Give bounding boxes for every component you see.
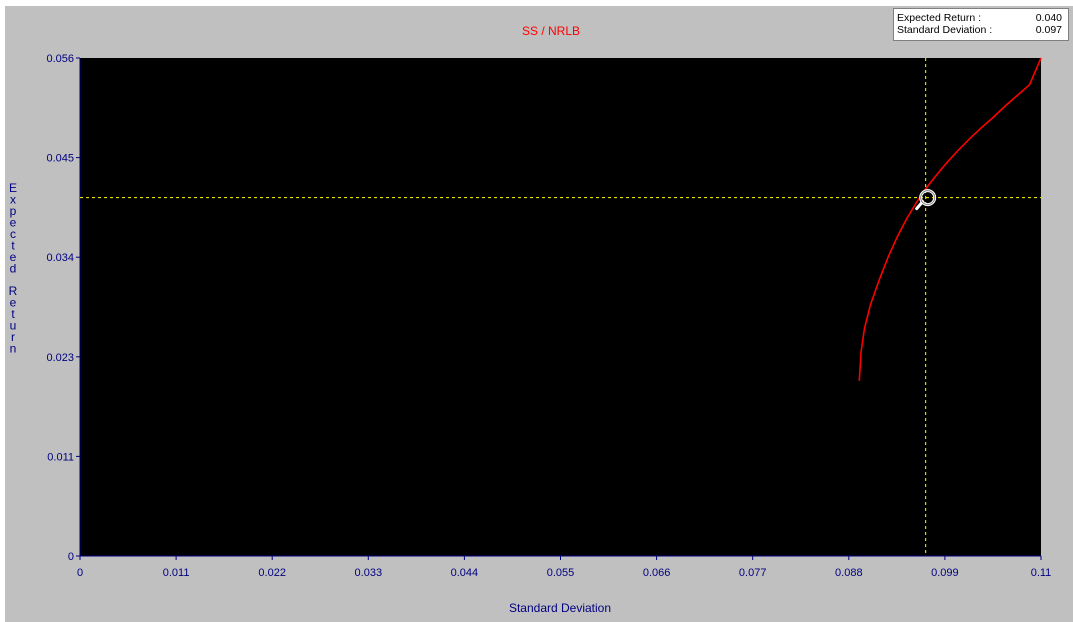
std-dev-label: Standard Deviation :: [897, 24, 993, 36]
readout-row-expected-return: Expected Return : 0.040: [897, 12, 1062, 24]
y-axis-title-letter: p: [10, 204, 17, 218]
y-axis-title-letter: t: [11, 239, 15, 253]
x-tick-label: 0.099: [931, 567, 959, 579]
axes: 0 0.011 0.022 0.033 0.044 0.055 0.066 0.077 0.08…: [46, 53, 1051, 579]
readout-row-std-dev: Standard Deviation : 0.097: [897, 24, 1062, 36]
x-axis-title: Standard Deviation: [509, 601, 611, 615]
x-tick-label: 0.11: [1031, 567, 1052, 579]
x-tick-label: 0.055: [547, 567, 575, 579]
y-axis-title-letter: R: [9, 284, 18, 298]
y-axis-title-letter: e: [10, 216, 17, 230]
y-axis-title-letter: r: [11, 330, 15, 344]
x-tick-label: 0.022: [258, 567, 286, 579]
y-axis-title-letter: e: [10, 250, 17, 264]
x-tick-label: 0.011: [163, 567, 190, 579]
y-axis-title-letter: x: [10, 193, 16, 207]
crosshair: [80, 58, 1041, 556]
y-axis-title-letter: n: [10, 342, 17, 356]
x-tick-label: 0: [77, 567, 83, 579]
y-axis-title-letter: u: [10, 319, 17, 333]
magnifier-lens-inner: [920, 190, 936, 206]
y-tick-label: 0.023: [46, 352, 74, 364]
y-axis-title-letter: c: [10, 227, 16, 241]
y-tick-label: 0: [68, 551, 74, 563]
expected-return-label: Expected Return :: [897, 12, 982, 24]
y-axis-title-letter: d: [10, 262, 17, 276]
y-tick-label: 0.056: [46, 53, 74, 65]
x-tick-label: 0.066: [643, 567, 671, 579]
x-tick-label: 0.033: [355, 567, 383, 579]
y-axis-title-letter: t: [11, 307, 15, 321]
expected-return-value: 0.040: [1035, 12, 1062, 24]
std-dev-value: 0.097: [1035, 24, 1062, 36]
y-tick-label: 0.011: [47, 451, 74, 463]
y-tick-label: 0.045: [46, 153, 74, 165]
y-axis-title-letter: E: [9, 181, 17, 195]
efficient-frontier-line: [858, 57, 1042, 381]
y-axis-title-letter: e: [10, 296, 17, 310]
magnifier-icon: [915, 189, 937, 211]
plot-area[interactable]: [80, 58, 1041, 556]
y-tick-label: 0.034: [46, 252, 74, 264]
series-layer: [858, 57, 1042, 381]
x-tick-label: 0.088: [835, 567, 863, 579]
chart-title: SS / NRLB: [522, 24, 580, 38]
x-tick-label: 0.077: [739, 567, 767, 579]
value-readout: Expected Return : 0.040 Standard Deviati…: [893, 8, 1069, 41]
x-tick-label: 0.044: [451, 567, 479, 579]
